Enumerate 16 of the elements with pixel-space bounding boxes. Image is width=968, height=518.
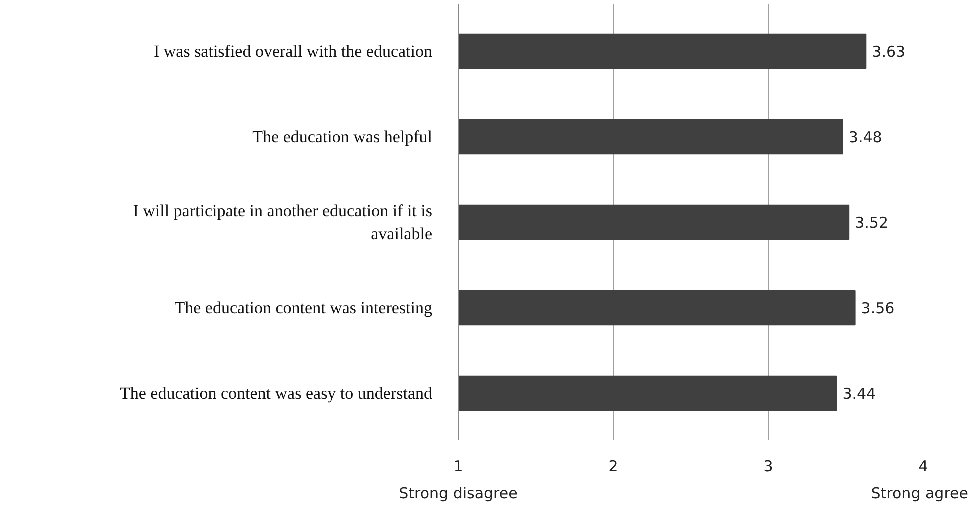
- y-tick-label: The education content was interesting: [174, 298, 433, 318]
- y-tick-label: The education content was easy to understand: [120, 384, 433, 403]
- data-label: 3.63: [872, 43, 906, 62]
- y-tick-label: I will participate in another education if it is available: [133, 202, 433, 244]
- x-tick-label: 4: [918, 458, 928, 476]
- text: Strong agree: [871, 484, 968, 502]
- data-label: 3.56: [861, 299, 895, 318]
- x-tick-label: 3: [764, 458, 774, 476]
- x-tick-label: 2: [608, 458, 618, 476]
- data-label: 3.44: [842, 384, 876, 403]
- y-tick-label: The education was helpful: [252, 128, 433, 147]
- data-label: 3.48: [848, 128, 882, 147]
- y-tick-label: I was satisfied overall with the education: [154, 42, 433, 62]
- x-tick-label: 1: [454, 458, 464, 476]
- data-label: 3.52: [855, 214, 889, 232]
- text: Strong disagree: [399, 484, 518, 502]
